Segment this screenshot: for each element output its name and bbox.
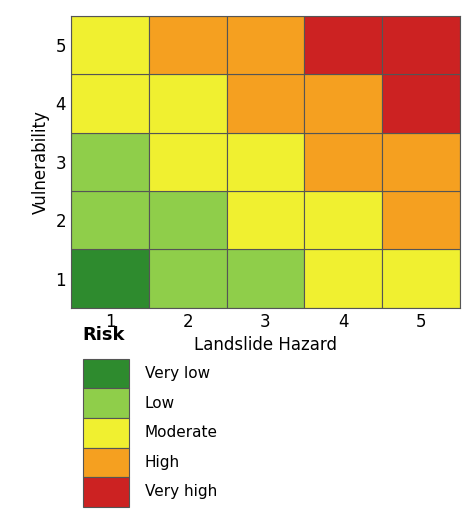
- Bar: [382, 132, 460, 191]
- Bar: [83, 447, 129, 477]
- Bar: [304, 132, 382, 191]
- Bar: [227, 132, 304, 191]
- Bar: [149, 74, 227, 132]
- Bar: [227, 74, 304, 132]
- Bar: [71, 16, 149, 74]
- Bar: [83, 359, 129, 388]
- Text: Very low: Very low: [145, 366, 210, 381]
- Bar: [149, 191, 227, 249]
- Bar: [382, 191, 460, 249]
- Bar: [149, 132, 227, 191]
- Text: Moderate: Moderate: [145, 425, 218, 440]
- Bar: [304, 249, 382, 308]
- X-axis label: Landslide Hazard: Landslide Hazard: [194, 336, 337, 354]
- Bar: [227, 191, 304, 249]
- Bar: [304, 16, 382, 74]
- Bar: [71, 191, 149, 249]
- Bar: [382, 74, 460, 132]
- Bar: [149, 249, 227, 308]
- Bar: [71, 249, 149, 308]
- Text: High: High: [145, 455, 180, 470]
- Bar: [149, 16, 227, 74]
- Bar: [71, 132, 149, 191]
- Bar: [304, 191, 382, 249]
- Bar: [83, 418, 129, 447]
- Text: Risk: Risk: [83, 326, 125, 344]
- Bar: [304, 74, 382, 132]
- Bar: [227, 16, 304, 74]
- Bar: [382, 16, 460, 74]
- Text: Low: Low: [145, 396, 175, 411]
- Bar: [71, 74, 149, 132]
- Bar: [83, 388, 129, 418]
- Bar: [382, 249, 460, 308]
- Bar: [83, 477, 129, 507]
- Y-axis label: Vulnerability: Vulnerability: [32, 110, 50, 214]
- Bar: [227, 249, 304, 308]
- Text: Very high: Very high: [145, 485, 217, 499]
